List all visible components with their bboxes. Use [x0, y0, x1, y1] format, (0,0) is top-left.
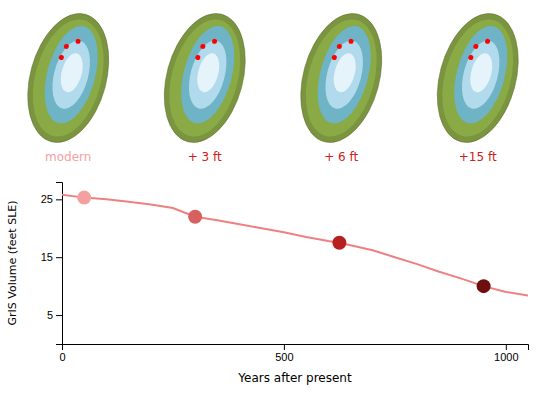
greenland-illustration — [287, 4, 395, 151]
y-tick-mark — [56, 199, 62, 200]
field-site — [331, 54, 337, 60]
field-site — [473, 43, 479, 49]
annotation: + 3 ft — [188, 150, 222, 164]
x-axis-title: Years after present — [237, 371, 352, 385]
ice-inner — [46, 36, 97, 112]
x-tick: 0 — [59, 344, 65, 363]
y-tick-label: 15 — [41, 251, 53, 263]
y-axis-line — [56, 183, 63, 345]
field-site — [200, 43, 206, 49]
ice-inner — [455, 36, 506, 112]
field-site — [485, 38, 491, 44]
terrain-inner — [430, 12, 525, 145]
y-tick: 15 — [41, 251, 62, 263]
field-site — [75, 38, 81, 44]
x-tick: 500 — [275, 344, 293, 363]
illustrations — [14, 4, 531, 151]
terrain-inner — [157, 12, 252, 145]
ice-outer — [308, 20, 380, 129]
ice-core — [193, 51, 223, 95]
annotation: +15 ft — [459, 150, 497, 164]
point — [477, 279, 491, 293]
ice-inner — [319, 36, 370, 112]
greenland-illustration — [151, 4, 259, 151]
terrain-inner — [294, 12, 389, 145]
y-tick-label: 5 — [47, 309, 53, 321]
annotation: modern — [45, 150, 91, 164]
y-tick: 5 — [47, 309, 62, 321]
y-tick-mark — [56, 315, 62, 316]
terrain-inner — [21, 12, 116, 145]
x-tick-mark — [284, 344, 285, 350]
field-site — [212, 38, 218, 44]
y-tick-mark — [56, 257, 62, 258]
x-tick-label: 1000 — [494, 351, 518, 363]
point — [77, 191, 91, 205]
annotation: + 6 ft — [324, 150, 358, 164]
field-site — [336, 43, 342, 49]
x-tick-label: 500 — [275, 351, 293, 363]
x-axis: 0 500 1000 — [59, 344, 528, 363]
x-tick: 1000 — [494, 344, 518, 363]
terrain — [424, 4, 532, 151]
field-site — [348, 38, 354, 44]
y-tick-label: 25 — [41, 193, 53, 205]
field-site — [468, 54, 474, 60]
terrain — [151, 4, 259, 151]
y-axis-title: GrIS Volume (feet SLE) — [6, 200, 19, 325]
ice-core — [57, 51, 87, 95]
x-tick-label: 0 — [59, 351, 65, 363]
ice-outer — [172, 20, 244, 129]
greenland-illustration — [14, 4, 122, 151]
y-tick: 25 — [41, 193, 62, 205]
ice-inner — [182, 36, 233, 112]
y-axis: 5 15 25 — [41, 183, 63, 345]
x-tick-mark — [506, 344, 507, 350]
terrain — [287, 4, 395, 151]
x-axis-line — [63, 345, 529, 351]
ice-core — [330, 51, 360, 95]
chart: modern + 3 ft + 6 ft +15 ft 0 500 1000 5 15 25 Yea… — [0, 0, 546, 394]
plot: 0 500 1000 5 15 25 — [41, 183, 529, 363]
field-site — [63, 43, 69, 49]
terrain — [14, 4, 122, 151]
field-site — [195, 54, 201, 60]
line — [62, 195, 528, 296]
point — [332, 236, 346, 250]
ice-core — [466, 51, 496, 95]
greenland-illustration — [424, 4, 532, 151]
marks — [62, 191, 528, 296]
point — [188, 210, 202, 224]
field-site — [58, 54, 64, 60]
ice-outer — [445, 20, 517, 129]
ice-outer — [35, 20, 107, 129]
